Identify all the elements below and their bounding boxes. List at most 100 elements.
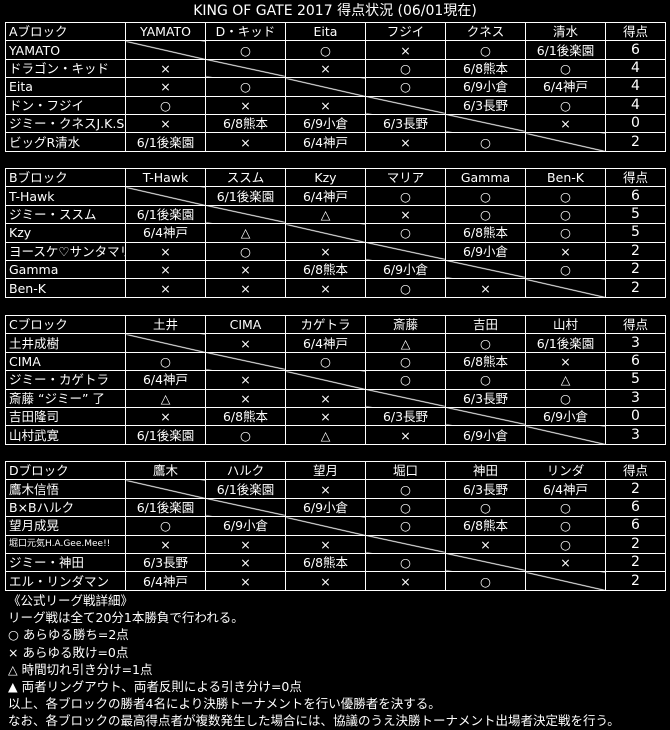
header-cell: 清水 [525,21,606,42]
result: ○ [525,388,606,408]
points: 5 [605,370,666,390]
row: 鷹木信悟 6/1後楽園 × ○ 6/3長野 6/4神戸 2 [5,479,666,499]
result: 6/8熊本 [445,58,526,79]
points: 2 [605,571,666,591]
row: Ben-K × × × ○ × 2 [5,278,666,298]
result: × [125,278,206,298]
result: × [285,58,366,79]
result: × [525,113,606,134]
result: 6/3長野 [365,113,446,134]
diagonal-cell [445,406,526,427]
header-row: Bブロック T-Hawk ススム Kzy マリア Gamma Ben-K 得点 [5,167,666,188]
note-line: × あらゆる敗け=0点 [8,644,129,660]
result: ○ [365,497,446,518]
result: × [205,259,286,280]
block-table: Dブロック 鷹木 ハルク 望月 堀口 神田 リンダ 得点 鷹木信悟 6/1後楽園 × ○ 6/3長野 6/… [5,460,666,591]
result: × [285,406,366,427]
diagonal-cell [365,241,446,261]
result: 6/3長野 [365,406,446,427]
points: 2 [605,132,666,152]
note-line: なお、各ブロックの最高得点者が複数発生した場合には、協議のうえ決勝トーナメント出… [8,713,620,729]
diagonal-cell [285,516,366,536]
row: Kzy 6/4神戸 △ ○ 6/8熊本 ○ 5 [5,223,666,243]
result: × [285,241,366,261]
result: 6/4神戸 [525,479,606,499]
result: 6/4神戸 [125,370,206,390]
player-name: ヨースケ♡サンタマリア [5,241,126,261]
points: 2 [605,552,666,573]
points: 0 [605,406,666,427]
row: 吉田隆司 × 6/8熊本 × 6/3長野 6/9小倉 0 [5,406,666,427]
result: 6/4神戸 [285,333,366,353]
result: × [365,571,446,591]
row: 望月成晃 ○ 6/9小倉 ○ 6/8熊本 ○ 6 [5,516,666,536]
diagonal-cell [525,132,606,152]
result: △ [365,333,446,353]
player-name: B×Bハルク [5,497,126,518]
diagonal-cell [125,40,206,60]
result: × [365,425,446,445]
result: × [205,552,286,573]
result: 6/3長野 [445,388,526,408]
header-cell: Eita [285,21,366,42]
row: 山村武寛 6/1後楽園 ○ △ × 6/9小倉 3 [5,425,666,445]
points: 2 [605,278,666,298]
result: × [125,113,206,134]
row: ドン・フジイ ○ × × 6/3長野 ○ 4 [5,95,666,115]
header-cell: Bブロック [5,167,126,188]
points: 3 [605,425,666,445]
result: ○ [365,77,446,97]
result: ○ [525,534,606,554]
header-cell: Cブロック [5,314,126,335]
row: Eita × ○ ○ 6/9小倉 6/4神戸 4 [5,77,666,97]
result: ○ [445,40,526,60]
points: 6 [605,40,666,60]
result: × [525,552,606,573]
result: ○ [525,497,606,518]
block-table: Bブロック T-Hawk ススム Kzy マリア Gamma Ben-K 得点 T-Hawk 6/… [5,167,666,298]
points: 2 [605,259,666,280]
result: 6/1後楽園 [525,333,606,353]
result: × [285,571,366,591]
row: ジミー・神田 6/3長野 × 6/8熊本 ○ × 2 [5,552,666,573]
result: 6/8熊本 [205,406,286,427]
result: ○ [445,186,526,206]
result: × [125,259,206,280]
result: 6/3長野 [125,552,206,573]
result: × [525,241,606,261]
player-name: ジミー・神田 [5,552,126,573]
result: ○ [365,516,446,536]
result: △ [125,388,206,408]
points: 5 [605,204,666,225]
header-cell: 山村 [525,314,606,335]
result: ○ [365,58,446,79]
title: KING OF GATE 2017 得点状況 (06/01現在) [193,3,477,19]
row: ジミー・クネスJ.K.S. × 6/8熊本 6/9小倉 6/3長野 × 0 [5,113,666,134]
result: ○ [205,425,286,445]
header-cell: 斎藤 [365,314,446,335]
note-line: ▲ 両者リングアウト、両者反則による引き分け=0点 [8,679,302,695]
result: ○ [285,40,366,60]
diagonal-cell [525,571,606,591]
player-name: Eita [5,77,126,97]
result: 6/4神戸 [125,571,206,591]
row: 堀口元気H.A.Gee.Mee!! × × × × ○ 2 [5,534,666,554]
result: × [125,77,206,97]
note-line: 以上、各ブロックの勝者4名により決勝トーナメントを行い優勝者を決する。 [8,696,441,712]
result: ○ [365,552,446,573]
result: × [285,388,366,408]
diagonal-cell [445,113,526,134]
result: ○ [525,95,606,115]
header-cell: ハルク [205,460,286,481]
result: ○ [365,278,446,298]
note-line: △ 時間切れ引き分け=1点 [8,661,153,677]
player-name: ドラゴン・キッド [5,58,126,79]
player-name: 堀口元気H.A.Gee.Mee!! [5,534,126,554]
result: 6/4神戸 [285,132,366,152]
result: × [285,95,366,115]
result: × [125,534,206,554]
result: × [125,241,206,261]
result: ○ [525,58,606,79]
result: × [205,333,286,353]
diagonal-cell [445,259,526,280]
